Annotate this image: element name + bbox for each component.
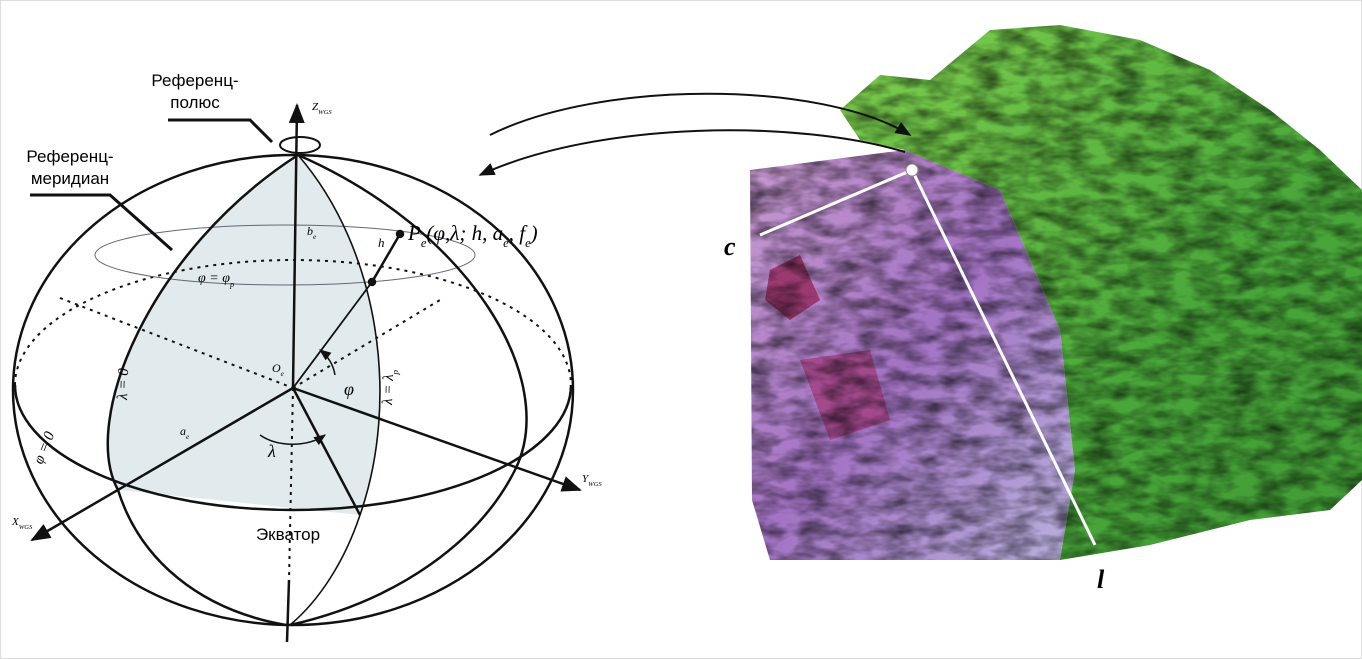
meridian-zero-label: λ = 0 [115, 367, 132, 401]
subscript: e [421, 236, 427, 250]
label-part: P [407, 221, 421, 245]
subscript: e [313, 233, 317, 241]
label-part: φ = φ [198, 271, 230, 286]
z-axis-label: ZWGS [312, 101, 332, 116]
subscript: WGS [19, 524, 33, 531]
arrow [489, 92, 912, 136]
label-part: λ = λ [380, 373, 397, 406]
point-label: Pe(φ,λ; h, ae, fe) [407, 221, 538, 250]
label-part: h [378, 235, 385, 250]
subscript: e [525, 236, 531, 250]
subscript: e [281, 370, 285, 378]
subscript: p [229, 280, 234, 289]
meridian-p-label: λ = λp [380, 369, 400, 406]
arrow [478, 129, 906, 176]
label-part: λ [267, 441, 276, 461]
x-axis-label: XWGS [11, 516, 33, 531]
semi-major-label: ae [180, 424, 190, 441]
semi-minor-label: be [307, 224, 317, 241]
meridian-label: Референц- [26, 147, 113, 166]
image-left-label: c [724, 232, 736, 261]
pole-label: Референц- [151, 71, 238, 90]
meridian-label: меридиан [31, 169, 109, 188]
origin-label: Oe [272, 361, 285, 378]
label-part: a [180, 424, 186, 438]
subscript: e [186, 433, 190, 441]
label-part: ) [530, 221, 538, 245]
subscript: WGS [318, 109, 332, 116]
height-label: h [378, 235, 385, 250]
subscript: WGS [588, 481, 602, 488]
subscript: p [390, 369, 400, 375]
terrain-image [750, 25, 1362, 560]
label-part: λ = 0 [115, 367, 132, 401]
parallel-label: φ = φp [198, 271, 234, 289]
label-part: , f [509, 221, 529, 245]
latitude-label: φ [344, 379, 354, 399]
label-part: b [307, 224, 313, 238]
longitude-label: λ [267, 441, 276, 461]
y-axis-label: YWGS [582, 473, 602, 488]
label-part: (φ,λ; h, a [426, 221, 503, 245]
label-part: Y [582, 473, 590, 485]
pole-label: полюс [170, 93, 220, 112]
ellipsoid [11, 103, 582, 643]
image-bottom-label: l [1097, 565, 1105, 594]
label-part: Z [312, 101, 319, 113]
label-part: X [11, 516, 20, 528]
label-part: φ [344, 379, 354, 399]
label-part: O [272, 361, 281, 375]
subscript: e [503, 236, 509, 250]
equator-label: Экватор [256, 525, 320, 544]
